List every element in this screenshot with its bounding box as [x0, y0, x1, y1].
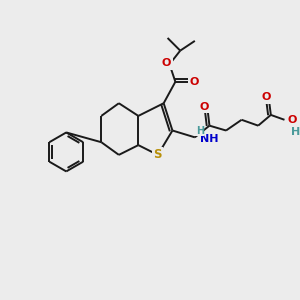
Text: O: O: [200, 102, 209, 112]
Text: O: O: [261, 92, 271, 102]
Text: NH: NH: [200, 134, 218, 144]
Text: H: H: [196, 125, 204, 136]
Text: O: O: [287, 115, 297, 125]
Text: S: S: [154, 148, 162, 161]
Text: H: H: [291, 128, 300, 137]
Text: O: O: [162, 58, 171, 68]
Text: O: O: [189, 77, 199, 87]
